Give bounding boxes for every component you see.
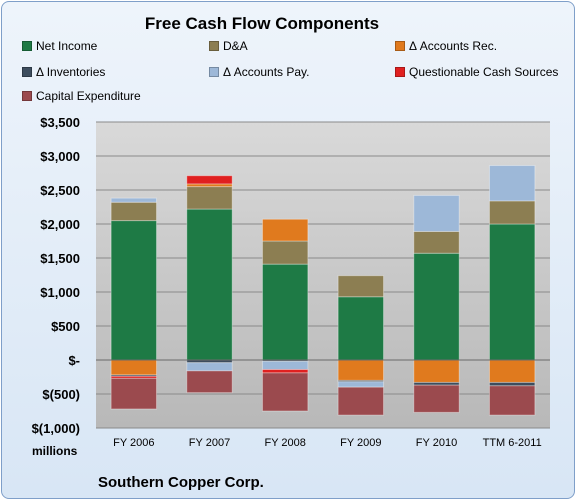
y-tick-label: $3,500 bbox=[40, 115, 80, 130]
bar-segment bbox=[186, 370, 233, 394]
x-tick-label: FY 2008 bbox=[264, 437, 305, 449]
legend-swatch-accounts-pay bbox=[209, 67, 219, 77]
bar-segment bbox=[488, 223, 536, 361]
bar-segment bbox=[110, 377, 158, 410]
x-tick-label: FY 2006 bbox=[113, 437, 154, 449]
legend-item-accounts-pay: Δ Accounts Pay. bbox=[209, 65, 310, 79]
y-tick-label: $500 bbox=[51, 319, 80, 334]
y-tick-label: $1,000 bbox=[40, 285, 80, 300]
legend-label-inventories: Δ Inventories bbox=[36, 65, 106, 79]
y-tick-label: $(1,000) bbox=[32, 421, 80, 436]
x-tick-label: FY 2010 bbox=[416, 437, 457, 449]
bar-segment bbox=[261, 263, 309, 361]
y-tick-label: $2,500 bbox=[40, 183, 80, 198]
legend-swatch-inventories bbox=[22, 67, 32, 77]
bar-segment bbox=[337, 379, 385, 383]
bar-segment bbox=[337, 296, 385, 361]
legend-item-accounts-rec: Δ Accounts Rec. bbox=[395, 39, 497, 53]
bar-segment bbox=[186, 186, 233, 210]
bar-segment bbox=[488, 381, 536, 387]
chart-title: Free Cash Flow Components bbox=[144, 14, 380, 33]
legend-label-accounts-rec: Δ Accounts Rec. bbox=[409, 39, 498, 53]
bar-segment bbox=[186, 362, 233, 372]
bar-segment bbox=[413, 359, 460, 383]
legend-swatch-questionable bbox=[395, 67, 405, 77]
legend-label-capex: Capital Expenditure bbox=[36, 89, 141, 103]
bar-segment bbox=[186, 208, 233, 361]
bar-segment bbox=[261, 369, 309, 374]
x-tick-label: FY 2007 bbox=[189, 437, 230, 449]
bar-segment bbox=[110, 197, 158, 203]
legend-label-accounts-pay: Δ Accounts Pay. bbox=[223, 65, 310, 79]
legend-swatch-da bbox=[209, 41, 219, 51]
y-tick-label: $(500) bbox=[42, 387, 80, 402]
bar-segment bbox=[261, 218, 309, 242]
bar-segment bbox=[110, 220, 158, 361]
bar-segment bbox=[110, 374, 158, 377]
bar-segment bbox=[261, 240, 309, 265]
y-tick-label: $2,000 bbox=[40, 217, 80, 232]
bar-segment bbox=[488, 200, 536, 225]
bar-segment bbox=[488, 385, 536, 416]
bar-segment bbox=[413, 230, 460, 254]
bar-segment bbox=[413, 384, 460, 413]
legend-label-questionable: Questionable Cash Sources bbox=[409, 65, 559, 79]
bar-segment bbox=[110, 359, 158, 376]
bar-segment bbox=[413, 194, 460, 232]
units-label: millions bbox=[32, 444, 78, 458]
bar-segment bbox=[337, 359, 385, 381]
legend-item-da: D&A bbox=[209, 39, 248, 53]
bar-segment bbox=[261, 360, 309, 371]
bar-segment bbox=[337, 386, 385, 416]
bar-segment bbox=[488, 359, 536, 383]
y-tick-label: $1,500 bbox=[40, 251, 80, 266]
x-tick-label: FY 2009 bbox=[340, 437, 381, 449]
bar-segment bbox=[186, 175, 233, 185]
bar-segment bbox=[337, 381, 385, 388]
legend-item-inventories: Δ Inventories bbox=[22, 65, 105, 79]
legend-swatch-net-income bbox=[22, 41, 32, 51]
company-name: Southern Copper Corp. bbox=[98, 474, 264, 491]
x-tick-label: TTM 6-2011 bbox=[483, 437, 542, 449]
bar-segment bbox=[337, 275, 385, 298]
bar-segment bbox=[488, 165, 536, 202]
legend-item-questionable: Questionable Cash Sources bbox=[395, 65, 558, 79]
legend-swatch-capex bbox=[22, 91, 32, 101]
bar-segment bbox=[413, 252, 460, 361]
bar-segment bbox=[110, 201, 158, 222]
legend-swatch-accounts-rec bbox=[395, 41, 405, 51]
plot-background bbox=[96, 122, 550, 428]
legend-item-capex: Capital Expenditure bbox=[22, 89, 141, 103]
legend-label-da: D&A bbox=[223, 39, 248, 53]
legend-label-net-income: Net Income bbox=[36, 39, 98, 53]
legend-item-net-income: Net Income bbox=[22, 39, 97, 53]
y-tick-label: $3,000 bbox=[40, 149, 80, 164]
bar-segment bbox=[261, 372, 309, 412]
y-tick-label: $- bbox=[68, 353, 80, 368]
